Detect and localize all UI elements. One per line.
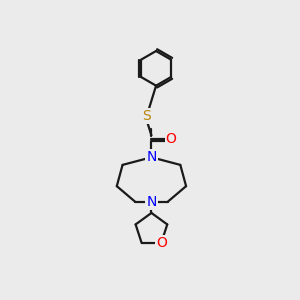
Text: N: N bbox=[146, 195, 157, 209]
Text: S: S bbox=[142, 109, 151, 123]
Text: N: N bbox=[146, 150, 157, 164]
Text: O: O bbox=[156, 236, 167, 250]
Text: O: O bbox=[166, 132, 176, 146]
